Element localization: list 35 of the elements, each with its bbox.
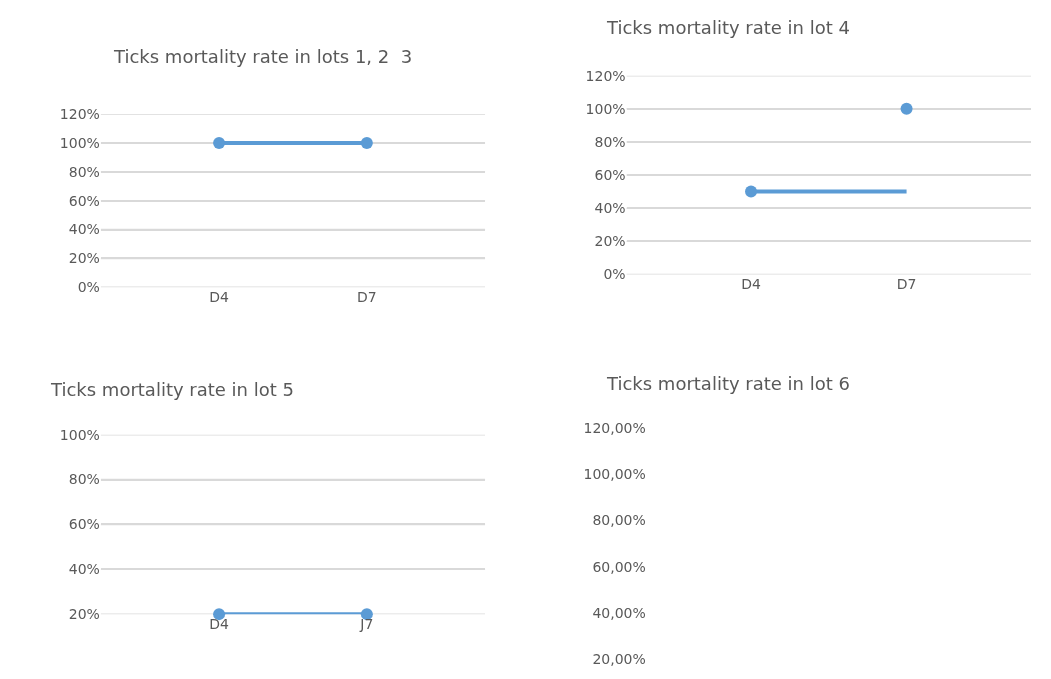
y-tick-label: 40% [594,200,626,217]
y-tick-label: 80% [68,163,100,180]
y-tick-label: 100,00% [583,466,646,483]
y-tick-label: 100% [59,426,100,443]
y-tick-label: 40% [68,221,100,238]
y-tick-label: 20% [68,250,100,267]
chart-title: Ticks mortality rate in lots 1, 2 3 [113,46,413,67]
x-tick-label: D4 [209,616,230,633]
y-tick-label: 20% [594,233,626,250]
y-tick-label: 120% [59,106,100,123]
chart-title: Ticks mortality rate in lot 4 [606,17,850,38]
y-tick-label: 60% [594,166,626,183]
x-tick-label: D7 [896,276,917,293]
y-tick-label: 0% [603,266,626,283]
x-tick-label: D4 [209,289,230,306]
y-tick-label: 40% [68,561,100,578]
y-tick-label: 120,00% [583,420,646,437]
y-tick-label: 60% [68,192,100,209]
y-tick-label: 60% [68,516,100,533]
y-tick-label: 40,00% [592,604,646,621]
x-tick-label: D7 [357,289,377,306]
y-tick-label: 80,00% [592,512,646,529]
y-tick-label: 20% [68,606,100,623]
y-tick-label: 20,00% [592,650,646,667]
y-tick-label: 0% [77,279,100,296]
chart-title: Ticks mortality rate in lot 6 [606,373,850,394]
chart-title: Ticks mortality rate in lot 5 [50,379,294,400]
x-tick-label: D4 [741,276,761,293]
y-tick-label: 100% [585,100,626,117]
y-tick-label: 100% [59,134,100,151]
y-tick-label: 80% [594,133,626,150]
x-tick-label: J7 [359,616,374,633]
y-tick-label: 120% [585,67,626,84]
y-tick-label: 80% [68,471,100,488]
y-tick-label: 60,00% [592,558,646,575]
